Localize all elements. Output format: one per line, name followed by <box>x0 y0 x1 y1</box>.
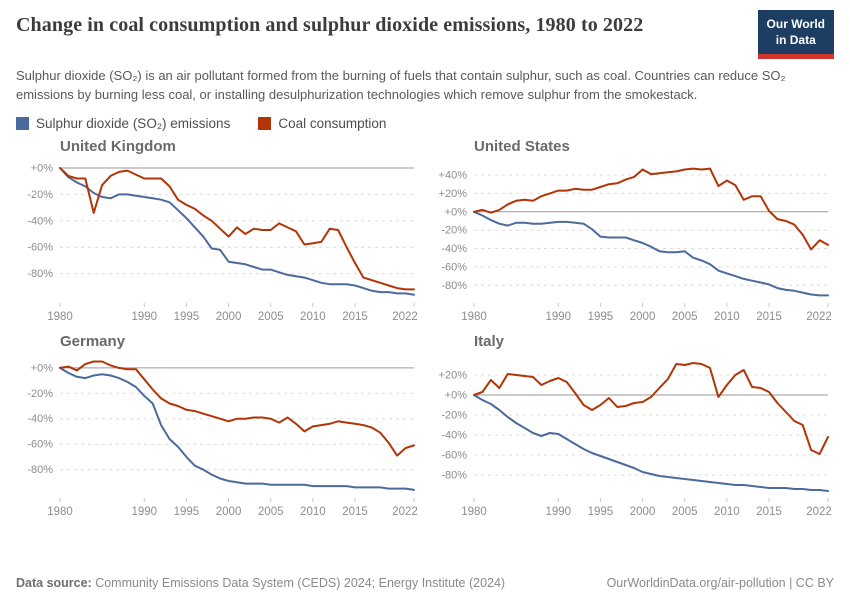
owid-logo-line1: Our World <box>766 17 825 31</box>
y-tick-label: -80% <box>27 464 53 476</box>
legend-item-so2[interactable]: Sulphur dioxide (SO₂) emissions <box>16 116 230 131</box>
y-tick-label: +20% <box>439 188 468 200</box>
owid-logo-line2: in Data <box>775 32 816 47</box>
data-source-label: Data source: <box>16 576 92 590</box>
x-tick-label: 1990 <box>131 311 157 323</box>
x-tick-label: 1990 <box>131 506 157 518</box>
x-tick-label: 2000 <box>216 506 242 518</box>
x-tick-label: 1995 <box>174 311 200 323</box>
y-tick-label: -60% <box>441 261 467 273</box>
chart-canvas-united-kingdom[interactable]: +0% -20% -40% -60% -80% 1980 1990 1995 2000 2005 2… <box>16 156 420 328</box>
y-tick-label: +0% <box>31 163 54 175</box>
x-tick-label: 1995 <box>174 506 200 518</box>
coal-line[interactable] <box>59 167 415 291</box>
chart-title: United States <box>474 138 570 156</box>
x-tick-label: 1980 <box>461 506 487 518</box>
footer: Data source: Community Emissions Data Sy… <box>16 576 834 590</box>
so2-line[interactable] <box>59 366 415 491</box>
x-tick-label: 1990 <box>545 506 571 518</box>
coal-line[interactable] <box>473 362 829 456</box>
y-tick-label: -80% <box>27 268 53 280</box>
y-tick-label: -20% <box>441 410 467 422</box>
x-tick-label: 2005 <box>258 506 284 518</box>
y-tick-label: -40% <box>27 413 53 425</box>
x-tick-label: 2022 <box>806 311 832 323</box>
so2-line[interactable] <box>473 210 829 297</box>
y-tick-label: +20% <box>439 370 468 382</box>
chart-panel-italy: Italy +20% +0% -20% -40% -60% -80% 1980 1990 1995… <box>430 333 834 523</box>
y-tick-label: +0% <box>31 362 54 374</box>
y-tick-label: -80% <box>441 280 467 292</box>
data-source: Data source: Community Emissions Data Sy… <box>16 576 505 590</box>
coal-line[interactable] <box>473 167 829 251</box>
chart-panel-united-states: United States +40% +20% +0% -20% -40% -60% -80%… <box>430 138 834 328</box>
x-tick-label: 2005 <box>672 506 698 518</box>
y-tick-label: -20% <box>441 225 467 237</box>
so2-line[interactable] <box>473 394 829 493</box>
x-tick-label: 2000 <box>216 311 242 323</box>
x-tick-label: 2005 <box>258 311 284 323</box>
coal-line[interactable] <box>59 360 415 457</box>
y-tick-label: +0% <box>445 206 468 218</box>
chart-canvas-italy[interactable]: +20% +0% -20% -40% -60% -80% 1980 1990 1995 2000 2… <box>430 351 834 523</box>
coal-swatch-icon <box>258 117 272 131</box>
y-tick-label: -40% <box>27 215 53 227</box>
y-tick-label: -20% <box>27 189 53 201</box>
chart-panel-germany: Germany +0% -20% -40% -60% -80% 1980 1990 1995 20… <box>16 333 420 523</box>
x-tick-label: 2000 <box>630 506 656 518</box>
x-tick-label: 2010 <box>300 506 326 518</box>
chart-panel-united-kingdom: United Kingdom +0% -20% -40% -60% -80% 1980 199… <box>16 138 420 328</box>
chart-subtitle: Sulphur dioxide (SO₂) is an air pollutan… <box>16 68 786 102</box>
x-tick-label: 2000 <box>630 311 656 323</box>
data-source-text: Community Emissions Data System (CEDS) 2… <box>91 576 506 590</box>
chart-title: Germany <box>60 333 126 351</box>
x-tick-label: 2022 <box>392 506 418 518</box>
x-tick-label: 2015 <box>756 506 782 518</box>
charts-grid: United Kingdom +0% -20% -40% -60% -80% 1980 199… <box>16 138 834 523</box>
so2-line[interactable] <box>59 167 415 296</box>
y-tick-label: +0% <box>445 390 468 402</box>
chart-canvas-united-states[interactable]: +40% +20% +0% -20% -40% -60% -80% 1980 1990 1995 2… <box>430 156 834 328</box>
x-tick-label: 2010 <box>714 311 740 323</box>
y-tick-label: -60% <box>27 242 53 254</box>
x-tick-label: 2005 <box>672 311 698 323</box>
so2-swatch-icon <box>16 117 29 131</box>
chart-canvas-germany[interactable]: +0% -20% -40% -60% -80% 1980 1990 1995 2000 2005 2… <box>16 351 420 523</box>
x-tick-label: 2022 <box>806 506 832 518</box>
x-tick-label: 2015 <box>342 311 368 323</box>
y-tick-label: -60% <box>27 439 53 451</box>
page-title: Change in coal consumption and sulphur d… <box>16 14 644 36</box>
x-tick-label: 2015 <box>756 311 782 323</box>
y-tick-label: -80% <box>441 470 467 482</box>
x-tick-label: 2015 <box>342 506 368 518</box>
x-tick-label: 1980 <box>47 311 73 323</box>
legend: Sulphur dioxide (SO₂) emissions Coal con… <box>16 116 834 131</box>
x-tick-label: 1995 <box>588 506 614 518</box>
footer-link[interactable]: OurWorldinData.org/air-pollution | CC BY <box>606 576 834 590</box>
header: Change in coal consumption and sulphur d… <box>16 10 834 60</box>
chart-title: Italy <box>474 333 505 351</box>
y-tick-label: -20% <box>27 388 53 400</box>
x-tick-label: 1980 <box>47 506 73 518</box>
legend-label-so2: Sulphur dioxide (SO₂) emissions <box>36 116 231 132</box>
x-tick-label: 2010 <box>714 506 740 518</box>
y-tick-label: -40% <box>441 430 467 442</box>
x-tick-label: 1980 <box>461 311 487 323</box>
y-tick-label: +40% <box>439 170 468 182</box>
x-tick-label: 1990 <box>545 311 571 323</box>
y-tick-label: -40% <box>441 243 467 255</box>
chart-title: United Kingdom <box>60 138 176 156</box>
legend-item-coal[interactable]: Coal consumption <box>258 116 386 131</box>
owid-logo[interactable]: Our World in Data <box>757 10 834 60</box>
x-tick-label: 2022 <box>392 311 418 323</box>
x-tick-label: 1995 <box>588 311 614 323</box>
legend-label-coal: Coal consumption <box>278 116 387 132</box>
x-tick-label: 2010 <box>300 311 326 323</box>
y-tick-label: -60% <box>441 450 467 462</box>
